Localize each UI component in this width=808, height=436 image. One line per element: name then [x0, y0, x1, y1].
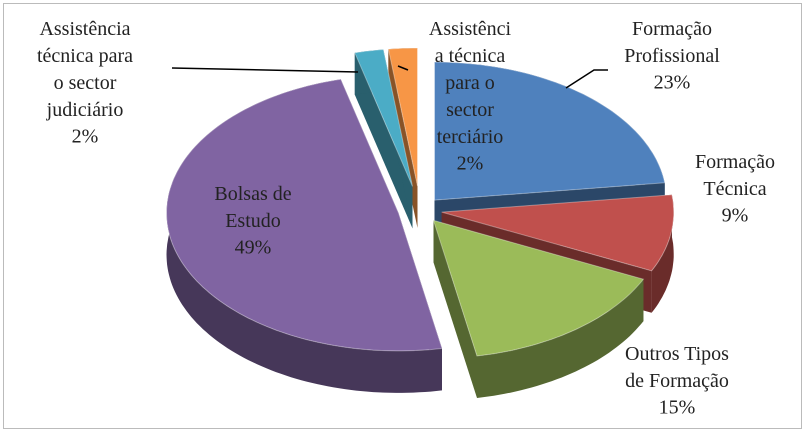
- label-line: sector: [446, 99, 494, 121]
- slice: [432, 219, 645, 398]
- slice-side: [433, 220, 477, 398]
- label-line: Técnica: [703, 178, 766, 200]
- label-line: Bolsas de: [214, 183, 291, 205]
- label-line: Assistênci: [429, 18, 512, 40]
- slice-wall: [166, 79, 442, 393]
- label-line: judiciário: [46, 99, 124, 121]
- label-line: Outros Tipos: [625, 343, 729, 365]
- slice-label: Assistência técnica para o sector judiciári…: [37, 18, 133, 121]
- pie: [165, 47, 675, 398]
- slice-top: [441, 194, 675, 272]
- leader-line: [565, 69, 608, 89]
- label-line: Profissional: [624, 45, 720, 67]
- slice-label: Bolsas de Estudo: [214, 183, 291, 232]
- slice: [354, 48, 413, 229]
- slice-wall: [477, 279, 644, 398]
- leader-line: [397, 65, 409, 71]
- label-line: terciário: [437, 126, 504, 148]
- label-line: Assistência: [39, 18, 130, 40]
- value-label: 2%: [72, 126, 99, 148]
- slice-label: Assistênci a técnica para o sector terciário: [429, 18, 512, 148]
- slice-top: [387, 47, 418, 187]
- label-line: Estudo: [225, 210, 281, 232]
- slice-wall: [651, 194, 674, 313]
- value-label: 49%: [235, 237, 272, 259]
- label-line: técnica para: [37, 45, 133, 67]
- label-line: a técnica: [435, 45, 506, 67]
- value-label: 15%: [659, 397, 696, 419]
- slice-side: [354, 52, 413, 229]
- slice-label: Outros Tipos de Formação: [625, 343, 729, 392]
- labels: Formação Profissional 23% Formação Técnica 9%…: [37, 18, 775, 419]
- value-label: 23%: [654, 72, 691, 94]
- slice-top: [434, 61, 666, 201]
- slice-top: [432, 219, 645, 357]
- slice: [165, 78, 443, 393]
- leader-line: [171, 67, 359, 73]
- label-line: o sector: [54, 72, 117, 94]
- frame: [3, 3, 802, 429]
- slice-label: Formação Técnica: [695, 151, 775, 200]
- value-label: 2%: [457, 153, 484, 175]
- slice-label: Formação Profissional: [624, 18, 720, 67]
- value-label: 9%: [722, 205, 749, 227]
- slice-top: [165, 78, 443, 352]
- label-line: Formação: [695, 151, 775, 173]
- label-line: de Formação: [625, 370, 729, 392]
- slice-top: [354, 48, 413, 187]
- label-line: Formação: [632, 18, 712, 40]
- label-line: para o: [445, 72, 494, 94]
